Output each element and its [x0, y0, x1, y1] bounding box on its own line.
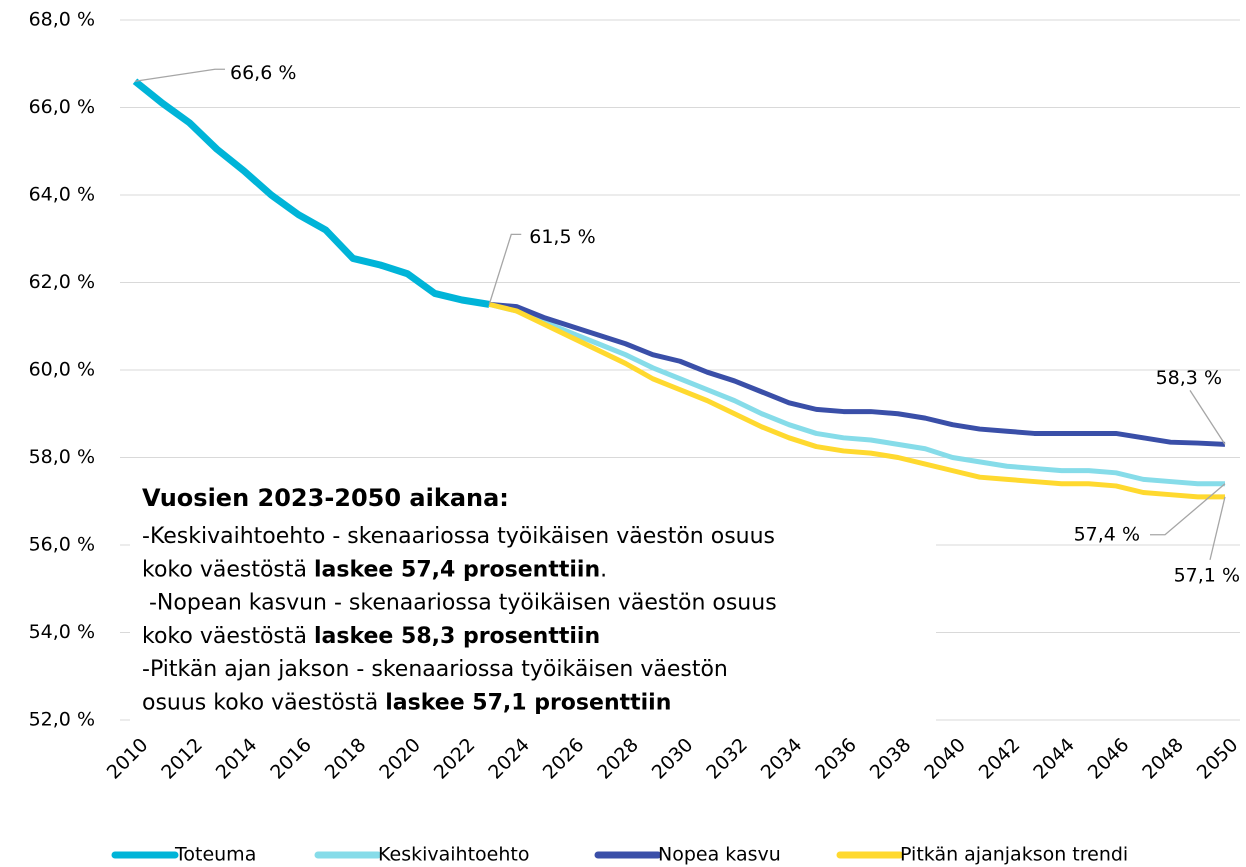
text-box-line: -Pitkän ajan jakson - skenaariossa työik… — [142, 657, 728, 682]
annotation-leader — [488, 233, 522, 305]
annotation: 57,1 % — [1174, 564, 1240, 586]
text-segment: -Nopean kasvun - skenaariossa työikäisen… — [142, 591, 777, 616]
x-tick-label: 2026 — [539, 734, 589, 784]
text-box-line: koko väestöstä laskee 58,3 prosenttiin — [142, 624, 600, 649]
text-segment: -Keskivaihtoehto - skenaariossa työikäis… — [142, 524, 775, 549]
legend-label: Pitkän ajanjakson trendi — [900, 844, 1128, 866]
x-tick-label: 2024 — [484, 734, 534, 784]
text-segment: laskee 58,3 prosenttiin — [314, 624, 600, 649]
x-tick-label: 2012 — [157, 734, 207, 784]
x-tick-label: 2028 — [593, 734, 643, 784]
text-segment: -Pitkän ajan jakson - skenaariossa työik… — [142, 657, 728, 682]
legend-label: Keskivaihtoehto — [378, 844, 529, 866]
y-tick-label: 58,0 % — [29, 446, 95, 468]
x-tick-label: 2050 — [1193, 734, 1243, 784]
series-line — [488, 301, 1225, 500]
text-segment: osuus koko väestöstä — [142, 691, 385, 716]
annotation: 66,6 % — [230, 62, 296, 84]
x-tick-label: 2014 — [212, 734, 262, 784]
text-box-line: osuus koko väestöstä laskee 57,1 prosent… — [142, 691, 671, 716]
series-line — [488, 301, 1225, 487]
x-tick-label: 2046 — [1084, 734, 1134, 784]
y-tick-label: 54,0 % — [29, 621, 95, 643]
text-box-line: -Nopean kasvun - skenaariossa työikäisen… — [142, 591, 777, 616]
text-segment: koko väestöstä — [142, 624, 314, 649]
text-box — [130, 476, 936, 722]
text-segment: laskee 57,1 prosenttiin — [385, 691, 671, 716]
x-tick-label: 2020 — [375, 734, 425, 784]
y-tick-label: 60,0 % — [29, 359, 95, 381]
y-tick-label: 52,0 % — [29, 709, 95, 731]
text-segment: koko väestöstä — [142, 557, 314, 582]
y-tick-label: 56,0 % — [29, 534, 95, 556]
y-tick-label: 66,0 % — [29, 96, 95, 118]
text-box-heading: Vuosien 2023-2050 aikana: — [142, 484, 509, 512]
legend-label: Toteuma — [174, 844, 256, 866]
annotation-leader — [1189, 390, 1226, 445]
x-tick-label: 2030 — [648, 734, 698, 784]
x-tick-label: 2032 — [702, 734, 752, 784]
annotation-leader — [1150, 483, 1226, 536]
series-line — [489, 301, 1226, 447]
annotation: 57,4 % — [1074, 523, 1140, 545]
series-line — [132, 78, 490, 308]
annotation-leader — [1209, 496, 1226, 561]
text-segment: laskee 57,4 prosenttiin — [314, 557, 600, 582]
x-tick-label: 2022 — [430, 734, 480, 784]
x-tick-label: 2048 — [1138, 734, 1188, 784]
legend-label: Nopea kasvu — [658, 844, 781, 866]
annotation: 58,3 % — [1156, 367, 1222, 389]
text-box-line: -Keskivaihtoehto - skenaariossa työikäis… — [142, 524, 775, 549]
x-tick-label: 2044 — [1029, 734, 1079, 784]
y-tick-label: 68,0 % — [29, 9, 95, 31]
x-tick-label: 2036 — [811, 734, 861, 784]
annotation: 61,5 % — [529, 226, 595, 248]
x-tick-label: 2010 — [103, 734, 153, 784]
text-box-line: koko väestöstä laskee 57,4 prosenttiin. — [142, 557, 607, 582]
x-tick-label: 2038 — [866, 734, 916, 784]
x-tick-label: 2034 — [757, 734, 807, 784]
y-tick-label: 62,0 % — [29, 271, 95, 293]
x-tick-label: 2018 — [321, 734, 371, 784]
x-tick-label: 2040 — [920, 734, 970, 784]
x-tick-label: 2016 — [266, 734, 316, 784]
annotation-leader — [134, 68, 225, 82]
text-segment: . — [600, 557, 607, 582]
y-tick-label: 64,0 % — [29, 184, 95, 206]
x-tick-label: 2042 — [975, 734, 1025, 784]
